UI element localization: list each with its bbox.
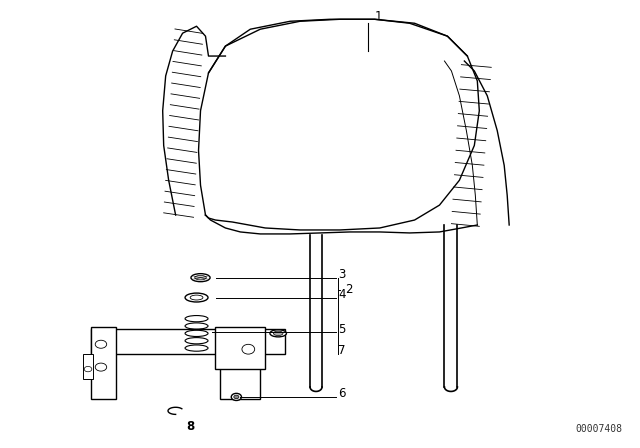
Text: 4: 4 xyxy=(338,288,346,301)
Ellipse shape xyxy=(190,295,203,300)
Text: 1: 1 xyxy=(375,10,382,23)
Ellipse shape xyxy=(234,395,239,399)
Ellipse shape xyxy=(195,276,206,280)
FancyBboxPatch shape xyxy=(220,359,260,399)
Ellipse shape xyxy=(95,340,107,348)
FancyBboxPatch shape xyxy=(83,354,93,379)
Ellipse shape xyxy=(95,363,107,371)
Ellipse shape xyxy=(242,345,255,354)
FancyBboxPatch shape xyxy=(91,329,285,354)
Text: 5: 5 xyxy=(338,323,346,336)
FancyBboxPatch shape xyxy=(91,327,116,399)
Ellipse shape xyxy=(191,274,210,282)
Text: 6: 6 xyxy=(338,388,346,401)
Text: 3: 3 xyxy=(338,268,346,281)
Text: 00007408: 00007408 xyxy=(576,424,623,434)
Ellipse shape xyxy=(185,293,208,302)
Text: 7: 7 xyxy=(338,344,346,357)
Text: 8: 8 xyxy=(186,420,195,433)
Polygon shape xyxy=(163,26,225,215)
Ellipse shape xyxy=(273,331,283,336)
Ellipse shape xyxy=(84,366,92,372)
Polygon shape xyxy=(444,61,509,225)
Ellipse shape xyxy=(270,330,287,337)
Polygon shape xyxy=(198,19,479,230)
Ellipse shape xyxy=(231,393,241,401)
Text: 2: 2 xyxy=(345,283,353,296)
FancyBboxPatch shape xyxy=(216,327,265,369)
